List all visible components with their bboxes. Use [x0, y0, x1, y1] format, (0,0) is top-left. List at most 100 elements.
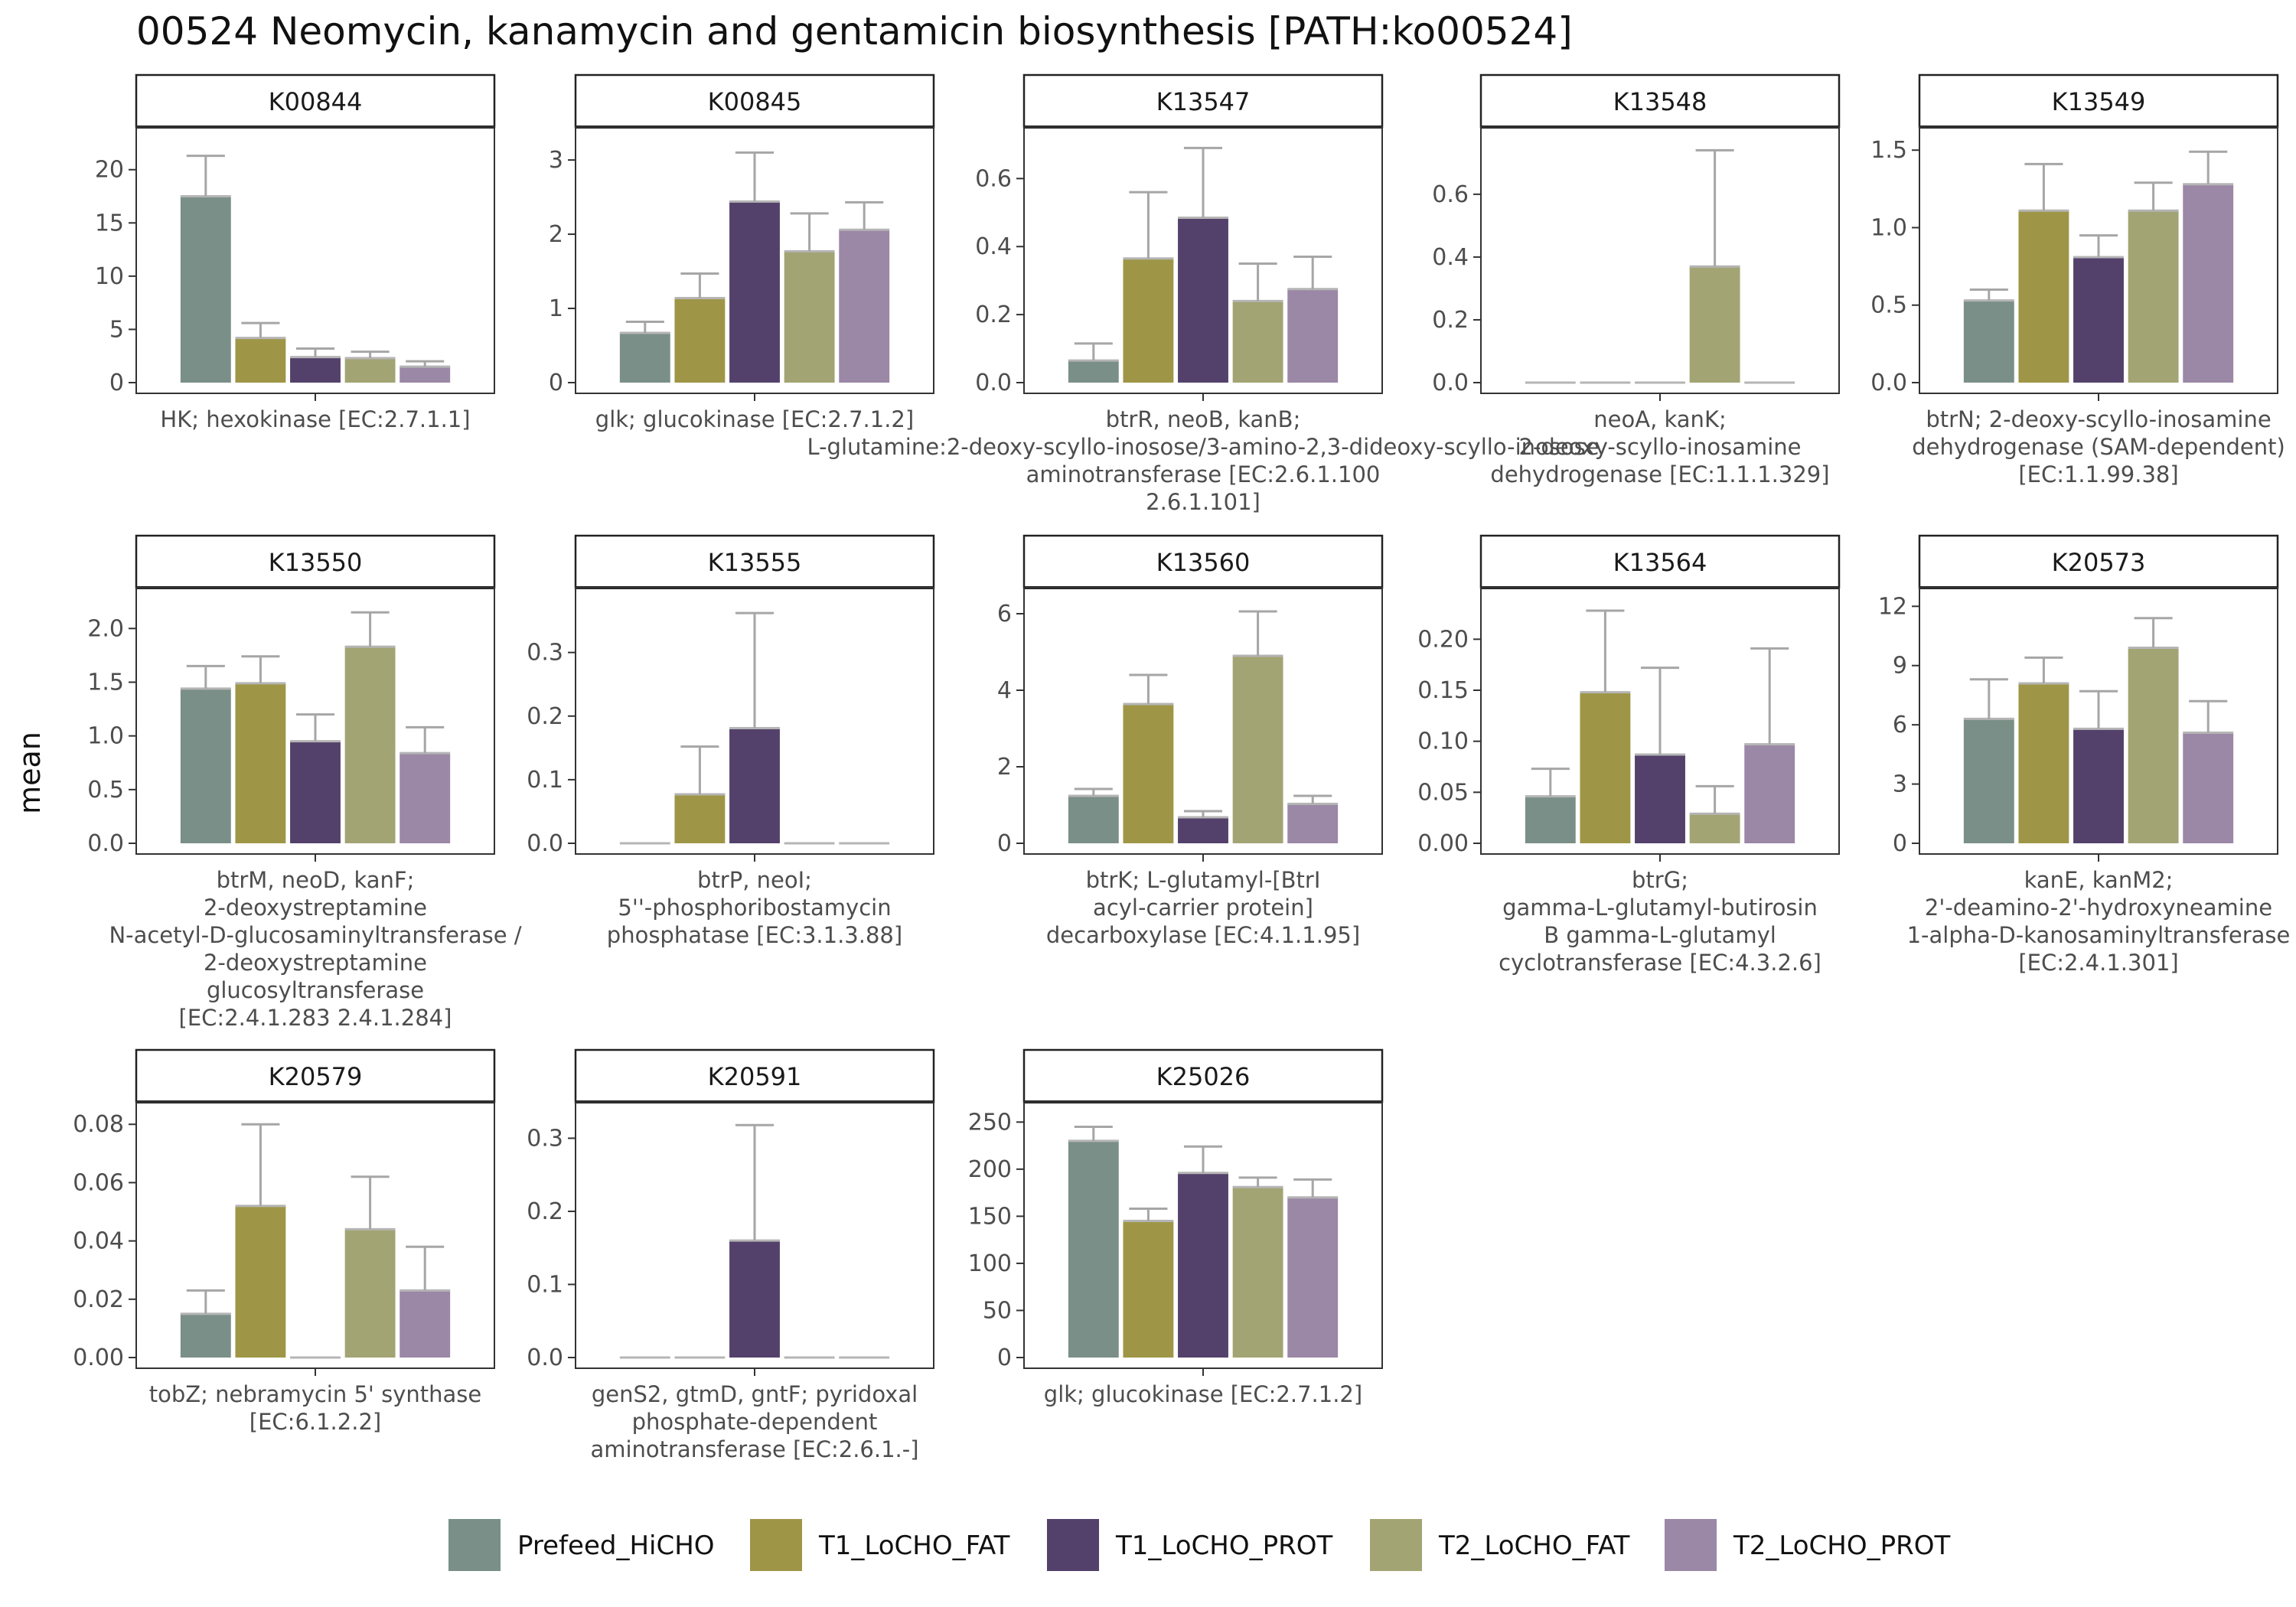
y-tick-label: 12	[1878, 593, 1907, 620]
bar-T1_LoCHO_FAT	[1580, 692, 1631, 843]
x-category-label: tobZ; nebramycin 5' synthase	[149, 1381, 481, 1407]
facet-strip	[1022, 534, 1384, 589]
bar-Prefeed_HiCHO	[180, 688, 231, 843]
x-category-label: HK; hexokinase [EC:2.7.1.1]	[160, 406, 470, 432]
bar-T1_LoCHO_FAT	[2018, 210, 2069, 383]
bar-T2_LoCHO_PROT	[400, 753, 451, 843]
plot-area	[1480, 126, 1840, 394]
y-tick-label: 6	[1893, 712, 1907, 738]
y-tick-label: 50	[983, 1297, 1012, 1324]
facet-label: K25026	[1156, 1062, 1251, 1091]
panel-K13564: K13564 0.00 0.05 0.10 0.15 0.20 btrG;gamma-L-g…	[1417, 534, 1841, 976]
legend-item-T1_LoCHO_FAT: T1_LoCHO_FAT	[750, 1519, 1010, 1571]
x-category-label: kanE, kanM2;	[2024, 867, 2174, 893]
x-category-label: [EC:2.4.1.283 2.4.1.284]	[179, 1005, 452, 1031]
x-category-label: btrR, neoB, kanB;	[1106, 406, 1301, 432]
bar-T2_LoCHO_FAT	[1689, 266, 1740, 383]
x-category-label: B gamma-L-glutamyl	[1544, 922, 1776, 948]
panel-K20591: K20591 0.0 0.1 0.2 0.3 genS2, gtmD, gntF; pyr…	[527, 1048, 935, 1462]
y-tick-label: 0.15	[1417, 677, 1469, 704]
y-tick-label: 100	[968, 1250, 1012, 1277]
y-tick-label: 0.02	[73, 1286, 124, 1313]
bar-T2_LoCHO_FAT	[784, 251, 835, 383]
y-tick-label: 0.00	[1417, 830, 1469, 857]
facet-strip	[1479, 534, 1841, 589]
x-category-label: dehydrogenase [EC:1.1.1.329]	[1490, 461, 1829, 487]
x-category-label: glk; glucokinase [EC:2.7.1.2]	[1044, 1381, 1362, 1407]
x-category-label: cyclotransferase [EC:4.3.2.6]	[1499, 950, 1821, 976]
legend-label: T1_LoCHO_FAT	[818, 1530, 1010, 1561]
facet-label: K00844	[269, 87, 363, 116]
bar-T2_LoCHO_FAT	[1232, 301, 1283, 383]
y-tick-label: 10	[95, 263, 124, 290]
x-category-label: 2-deoxy-scyllo-inosamine	[1519, 434, 1802, 460]
bar-T2_LoCHO_PROT	[2183, 732, 2234, 843]
bar-T2_LoCHO_PROT	[1744, 744, 1795, 843]
y-axis-label: mean	[13, 732, 47, 814]
panel-K20579: K20579 0.00 0.02 0.04 0.06 0.08 tobZ; nebramyc…	[73, 1048, 496, 1435]
y-tick-label: 0.6	[975, 165, 1012, 192]
facet-label: K20591	[708, 1062, 802, 1091]
y-tick-label: 0.05	[1417, 779, 1469, 806]
x-category-label: glucosyltransferase	[207, 977, 424, 1003]
bar-T1_LoCHO_FAT	[235, 1205, 286, 1358]
facet-label: K13560	[1156, 548, 1251, 577]
bar-T2_LoCHO_PROT	[1287, 288, 1339, 383]
y-tick-label: 3	[1893, 771, 1907, 798]
facet-strip	[1479, 73, 1841, 129]
bar-Prefeed_HiCHO	[1068, 796, 1119, 843]
y-tick-label: 2	[997, 754, 1012, 781]
bar-Prefeed_HiCHO	[180, 1313, 231, 1358]
y-tick-label: 5	[109, 316, 124, 343]
y-tick-label: 0.0	[1432, 370, 1469, 396]
y-tick-label: 0.04	[73, 1228, 124, 1255]
legend-swatch	[1047, 1519, 1099, 1571]
facet-strip	[1022, 73, 1384, 129]
legend-swatch	[750, 1519, 802, 1571]
panel-K25026: K25026 0 50 100 150 200 250 glk; glucokinase [E…	[968, 1048, 1384, 1407]
panel-K13555: K13555 0.0 0.1 0.2 0.3 btrP, neoI;5''-phospho…	[527, 534, 935, 948]
y-tick-label: 0.4	[1432, 244, 1469, 271]
legend-label: T1_LoCHO_PROT	[1115, 1530, 1333, 1561]
facet-label: K13564	[1613, 548, 1707, 577]
facet-label: K20579	[269, 1062, 363, 1091]
bar-T2_LoCHO_FAT	[344, 647, 396, 843]
y-tick-label: 250	[968, 1109, 1012, 1136]
facet-label: K13550	[269, 548, 363, 577]
x-category-label: L-glutamine:2-deoxy-scyllo-inosose/3-ami…	[807, 434, 1599, 460]
bar-T1_LoCHO_FAT	[1123, 1221, 1174, 1358]
bar-T1_LoCHO_FAT	[235, 683, 286, 843]
y-tick-label: 1.5	[1870, 137, 1907, 164]
bar-T1_LoCHO_FAT	[674, 298, 726, 383]
bar-T1_LoCHO_FAT	[2018, 683, 2069, 843]
bar-T2_LoCHO_PROT	[400, 367, 451, 383]
y-tick-label: 0.5	[87, 777, 124, 804]
legend-item-T1_LoCHO_PROT: T1_LoCHO_PROT	[1047, 1519, 1333, 1571]
y-tick-label: 0.20	[1417, 626, 1469, 653]
y-tick-label: 0.2	[975, 302, 1012, 328]
y-tick-label: 20	[95, 157, 124, 184]
panel-K00845: K00845 0 1 2 3 glk; glucokinase [EC:2.7.1.2]	[549, 73, 935, 432]
bar-T1_LoCHO_PROT	[1635, 755, 1685, 843]
x-category-label: btrM, neoD, kanF;	[217, 867, 415, 893]
x-category-label: 5''-phosphoribostamycin	[618, 895, 891, 921]
facet-strip	[1918, 73, 2279, 129]
y-tick-label: 0.4	[975, 233, 1012, 260]
bar-T1_LoCHO_FAT	[1123, 258, 1174, 383]
bar-T2_LoCHO_PROT	[1287, 804, 1339, 843]
legend: Prefeed_HiCHO T1_LoCHO_FAT T1_LoCHO_PROT T2…	[448, 1519, 1951, 1571]
y-tick-label: 0.10	[1417, 729, 1469, 755]
bar-T1_LoCHO_PROT	[729, 201, 780, 383]
y-tick-label: 0.0	[527, 830, 563, 857]
x-category-label: aminotransferase [EC:2.6.1.100	[1026, 461, 1381, 487]
x-category-label: aminotransferase [EC:2.6.1.-]	[590, 1436, 918, 1462]
facet-strip	[135, 534, 496, 589]
bar-T2_LoCHO_PROT	[839, 230, 890, 383]
y-tick-label: 0	[997, 1345, 1012, 1371]
x-category-label: [EC:1.1.99.38]	[2018, 461, 2178, 487]
legend-swatch	[448, 1519, 501, 1571]
x-category-label: 1-alpha-D-kanosaminyltransferase	[1907, 922, 2291, 948]
x-category-label: neoA, kanK;	[1593, 406, 1726, 432]
x-category-label: N-acetyl-D-glucosaminyltransferase /	[109, 922, 521, 948]
